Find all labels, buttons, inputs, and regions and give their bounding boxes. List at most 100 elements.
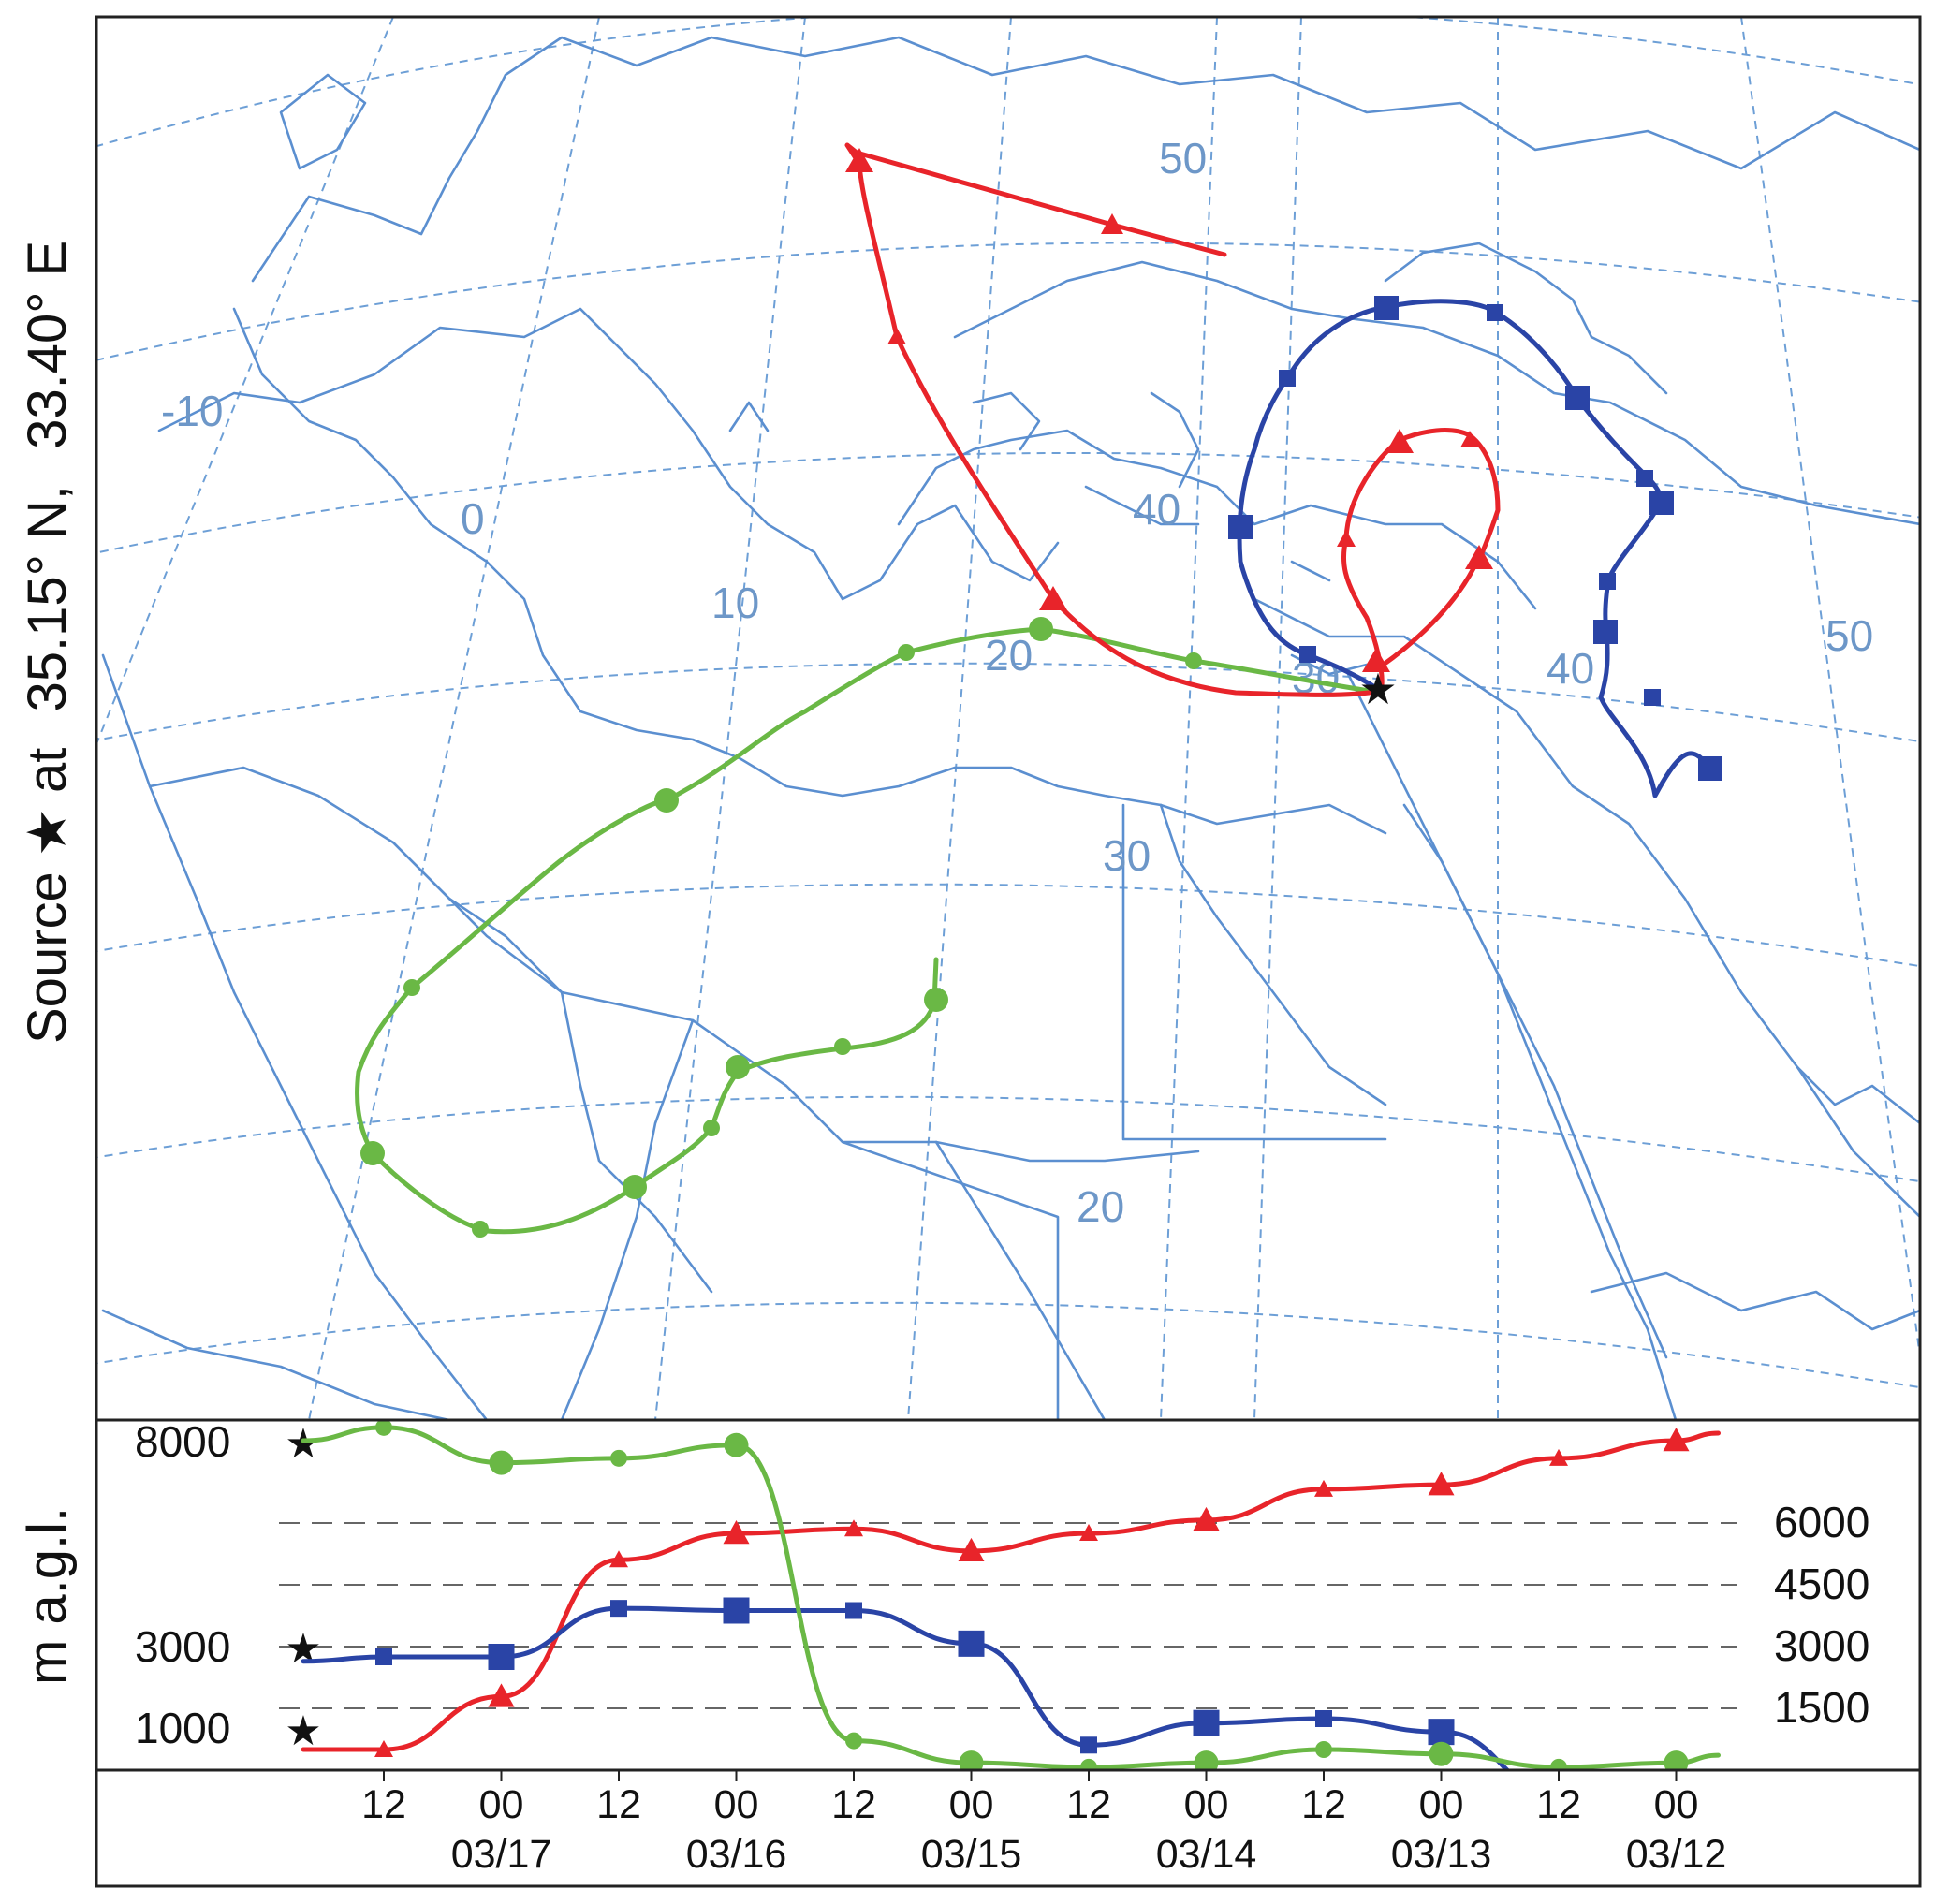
x-tick-label: 12 (361, 1782, 406, 1827)
start-star-icon: ★ (285, 1626, 321, 1672)
circle-height-line (301, 1425, 1721, 1770)
lon-label-10: 10 (711, 579, 759, 627)
graticule (96, 17, 1920, 1420)
graticule-labels: -10 0 10 20 30 40 50 50 40 30 20 (161, 134, 1873, 1231)
circle-height-marker (845, 1732, 862, 1750)
green-marker (703, 1120, 720, 1136)
time-axis-frame (95, 1768, 1922, 1888)
square-height-marker (958, 1630, 985, 1657)
lat-label: 35.15° N, (17, 485, 78, 711)
x-tick-label: 12 (596, 1782, 641, 1827)
circle-height-marker (1429, 1741, 1454, 1766)
red-marker (1465, 545, 1493, 569)
country-borders (101, 36, 1920, 1420)
x-tick-label: 12 (1536, 1782, 1581, 1827)
blue-marker (1374, 296, 1399, 320)
x-date-label: 03/12 (1626, 1832, 1727, 1877)
blue-markers (1228, 296, 1722, 781)
red-marker (887, 328, 906, 344)
x-date-label: 03/13 (1391, 1832, 1492, 1877)
start-label-8000: 8000 (135, 1417, 230, 1466)
green-marker (1185, 652, 1202, 669)
lat-label-20: 20 (1077, 1182, 1124, 1231)
x-tick-label: 12 (1301, 1782, 1346, 1827)
blue-marker (1299, 646, 1316, 663)
triangle-height-marker (488, 1683, 515, 1707)
green-marker (924, 988, 948, 1012)
lon-label-0: 0 (461, 494, 485, 543)
red-trajectory-path (844, 142, 1501, 697)
triangle-height-marker (1314, 1479, 1333, 1497)
triangle-height-marker (609, 1550, 628, 1568)
lon-label-50: 50 (1825, 611, 1873, 660)
green-marker (1029, 617, 1053, 641)
square-height-marker (845, 1602, 862, 1619)
lon-label: 33.40° E (17, 241, 78, 449)
triangle-height-line (301, 1430, 1721, 1752)
red-marker (1337, 530, 1356, 547)
x-tick-label: 00 (1419, 1782, 1464, 1827)
lat-label-50: 50 (1159, 134, 1207, 183)
x-tick-label: 00 (949, 1782, 994, 1827)
trajectory-map-green (355, 617, 1384, 1238)
x-date-label: 03/15 (921, 1832, 1022, 1877)
square-height-marker (610, 1600, 627, 1618)
blue-marker (1487, 304, 1503, 321)
star-icon: ★ (17, 793, 78, 857)
blue-marker (1279, 370, 1296, 387)
green-marker (654, 788, 679, 813)
triangle-height-marker (1428, 1472, 1455, 1496)
x-date-label: 03/14 (1156, 1832, 1257, 1877)
right-label-4500: 4500 (1774, 1560, 1869, 1608)
start-label-1000: 1000 (135, 1704, 230, 1752)
x-axis-ticks: 12 00 12 00 12 00 12 00 12 00 12 00 03/17 03/16 03/15 0… (361, 1770, 1726, 1877)
right-label-1500: 1500 (1774, 1683, 1869, 1732)
square-height-marker (1315, 1710, 1332, 1727)
lon-label-minus10: -10 (161, 387, 223, 435)
map-frame (95, 15, 1922, 1772)
circle-height-marker (489, 1450, 514, 1475)
lon-label-40: 40 (1547, 644, 1594, 693)
source-title: Source ★ at 35.15° N, 33.40° E (17, 241, 78, 1044)
lat-label-30: 30 (1103, 831, 1151, 880)
square-height-marker (723, 1597, 750, 1624)
triangle-height-marker (374, 1740, 393, 1757)
map-panel: -10 0 10 20 30 40 50 50 40 30 20 (96, 17, 1920, 1420)
red-markers (845, 148, 1493, 672)
trajectory-map-red (844, 142, 1501, 697)
blue-marker (1644, 689, 1661, 706)
x-date-label: 03/17 (451, 1832, 552, 1877)
green-marker (360, 1141, 385, 1165)
x-tick-label: 12 (831, 1782, 876, 1827)
square-height-marker (1428, 1719, 1455, 1746)
green-marker (403, 979, 420, 996)
green-marker (898, 644, 915, 661)
triangle-height-marker (844, 1519, 863, 1537)
triangle-height-marker (723, 1520, 750, 1545)
circle-height-marker (1664, 1750, 1689, 1770)
circle-height-marker (375, 1420, 392, 1436)
lat-label-40: 40 (1133, 485, 1180, 534)
right-label-3000: 3000 (1774, 1621, 1869, 1670)
triangle-height-marker (958, 1537, 985, 1562)
square-height-marker (488, 1644, 515, 1670)
green-marker (472, 1221, 489, 1238)
square-height-marker (1193, 1709, 1220, 1736)
x-tick-label: 00 (479, 1782, 524, 1827)
circle-height-marker (1080, 1758, 1097, 1770)
blue-marker (1599, 573, 1616, 590)
blue-marker (1636, 470, 1653, 487)
red-marker (1385, 429, 1414, 453)
y-axis-label: m a.g.l. (17, 1507, 78, 1685)
red-marker (1460, 431, 1479, 447)
x-tick-label: 12 (1066, 1782, 1111, 1827)
height-series (301, 1420, 1721, 1770)
x-tick-label: 00 (714, 1782, 759, 1827)
triangle-height-marker (1079, 1524, 1098, 1541)
blue-marker (1698, 756, 1722, 781)
x-tick-label: 00 (1184, 1782, 1229, 1827)
source-star-icon: ★ (1358, 665, 1397, 713)
circle-height-marker (610, 1449, 627, 1467)
blue-marker (1228, 515, 1253, 539)
